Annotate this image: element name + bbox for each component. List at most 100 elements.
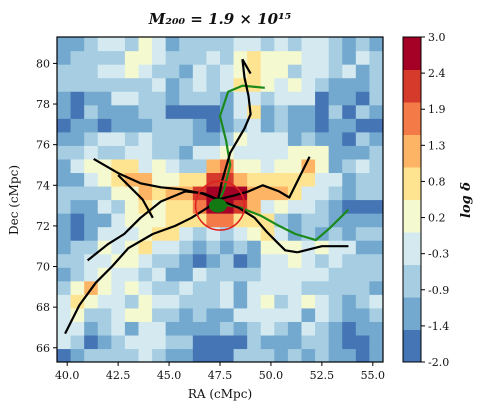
heatmap-cell — [71, 321, 85, 335]
heatmap-cell — [356, 294, 370, 308]
heatmap-cell — [247, 294, 261, 308]
heatmap-cell — [288, 132, 302, 146]
heatmap-cell — [315, 51, 329, 65]
heatmap-cell — [139, 132, 153, 146]
heatmap-cell — [84, 308, 98, 322]
heatmap-cell — [369, 321, 383, 335]
heatmap-cell — [274, 321, 288, 335]
heatmap-cell — [139, 51, 153, 65]
heatmap-cell — [71, 145, 85, 159]
heatmap-cell — [261, 91, 275, 105]
heatmap-cell — [261, 132, 275, 146]
heatmap-cell — [274, 37, 288, 51]
heatmap-cell — [247, 78, 261, 92]
heatmap-cell — [302, 321, 316, 335]
heatmap-cell — [342, 294, 356, 308]
heatmap-cell — [206, 308, 220, 322]
heatmap-cell — [288, 294, 302, 308]
heatmap-cell — [369, 267, 383, 281]
heatmap-cell — [193, 145, 207, 159]
heatmap-cell — [71, 186, 85, 200]
heatmap-cell — [98, 213, 112, 227]
heatmap-cell — [274, 159, 288, 173]
heatmap-cell — [315, 172, 329, 186]
heatmap-cell — [329, 91, 343, 105]
heatmap-cell — [329, 321, 343, 335]
y-tick-label: 74 — [36, 179, 50, 192]
heatmap-cell — [57, 348, 71, 362]
heatmap-cell — [206, 118, 220, 132]
heatmap-cell — [179, 78, 193, 92]
heatmap-cell — [369, 78, 383, 92]
colorbar-tick-label: -1.4 — [428, 320, 449, 333]
heatmap-cell — [84, 105, 98, 119]
heatmap-cell — [315, 118, 329, 132]
heatmap-cell — [315, 200, 329, 214]
heatmap-cell — [261, 51, 275, 65]
heatmap-cell — [84, 335, 98, 349]
heatmap-cell — [342, 64, 356, 78]
heatmap-cell — [234, 37, 248, 51]
heatmap-cell — [369, 145, 383, 159]
heatmap-cell — [57, 64, 71, 78]
heatmap-cell — [125, 37, 139, 51]
heatmap-cell — [220, 294, 234, 308]
heatmap-cell — [342, 267, 356, 281]
heatmap-cell — [139, 118, 153, 132]
heatmap-cell — [125, 78, 139, 92]
x-tick-label: 50.0 — [259, 369, 284, 382]
heatmap-cell — [193, 335, 207, 349]
heatmap-cell — [369, 37, 383, 51]
y-tick-label: 76 — [36, 139, 50, 152]
heatmap-cell — [206, 348, 220, 362]
heatmap-cell — [57, 118, 71, 132]
heatmap-cell — [220, 37, 234, 51]
heatmap-cell — [179, 281, 193, 295]
heatmap-cell — [302, 308, 316, 322]
heatmap-cell — [329, 159, 343, 173]
heatmap-cell — [369, 254, 383, 268]
heatmap-cell — [329, 132, 343, 146]
heatmap-cell — [369, 51, 383, 65]
heatmap-cell — [152, 321, 166, 335]
heatmap-cell — [234, 91, 248, 105]
heatmap-cell — [302, 172, 316, 186]
heatmap-cell — [356, 51, 370, 65]
heatmap-cell — [302, 118, 316, 132]
heatmap-cell — [329, 267, 343, 281]
heatmap-cell — [247, 118, 261, 132]
heatmap-cell — [57, 186, 71, 200]
heatmap-cell — [356, 159, 370, 173]
x-tick-label: 42.5 — [106, 369, 131, 382]
heatmap-cell — [179, 145, 193, 159]
heatmap-cell — [193, 37, 207, 51]
heatmap-cell — [342, 105, 356, 119]
heatmap-cell — [125, 200, 139, 214]
heatmap-cell — [302, 78, 316, 92]
heatmap-cell — [125, 294, 139, 308]
heatmap-cell — [234, 281, 248, 295]
heatmap-cell — [220, 51, 234, 65]
heatmap-cell — [57, 335, 71, 349]
heatmap-cell — [302, 200, 316, 214]
heatmap-cell — [111, 51, 125, 65]
heatmap-cell — [356, 240, 370, 254]
heatmap-cell — [179, 254, 193, 268]
x-tick-label: 52.5 — [310, 369, 335, 382]
heatmap-cell — [111, 64, 125, 78]
heatmap-cell — [193, 105, 207, 119]
heatmap-cell — [329, 213, 343, 227]
heatmap-cell — [369, 213, 383, 227]
heatmap-cell — [206, 267, 220, 281]
heatmap-cell — [57, 105, 71, 119]
heatmap-cell — [288, 254, 302, 268]
heatmap-cell — [71, 78, 85, 92]
heatmap-cell — [84, 64, 98, 78]
heatmap-cell — [329, 105, 343, 119]
heatmap-cell — [71, 51, 85, 65]
heatmap-cell — [139, 37, 153, 51]
heatmap-cell — [166, 240, 180, 254]
heatmap-cell — [234, 227, 248, 241]
heatmap-cell — [342, 348, 356, 362]
heatmap-cell — [206, 37, 220, 51]
